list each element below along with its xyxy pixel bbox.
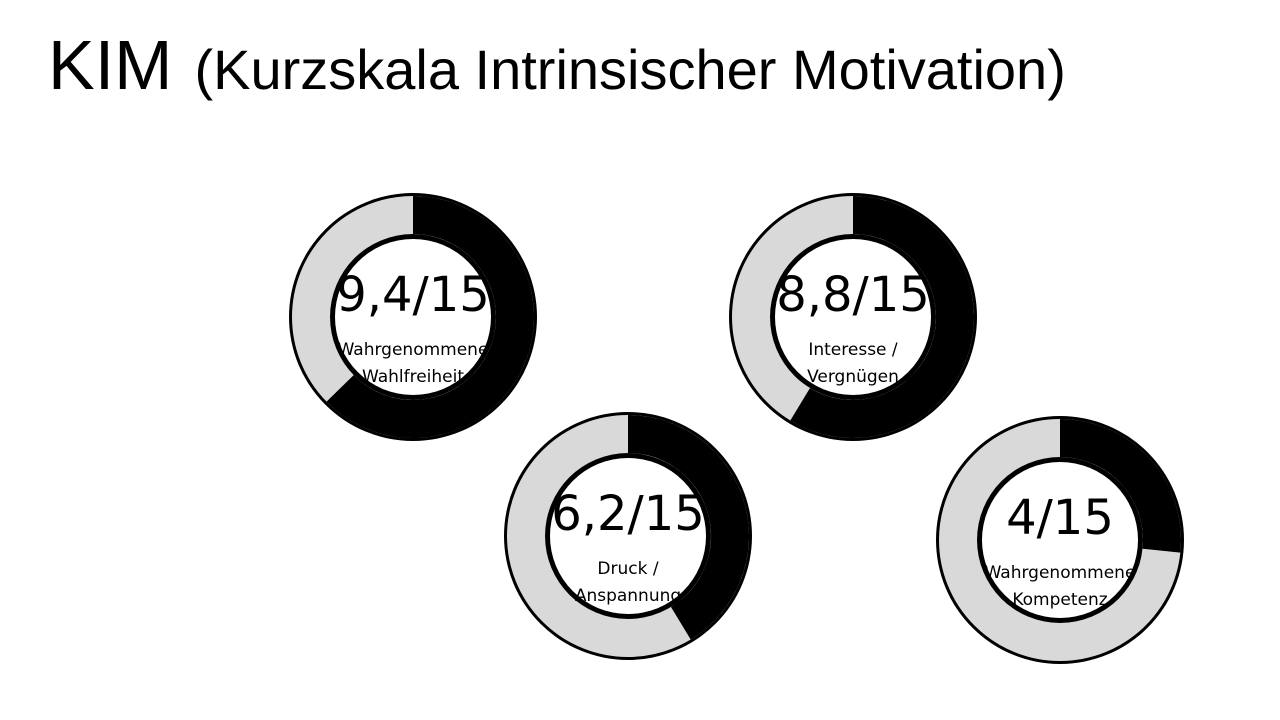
donut-chart: 4/15 Wahrgenommene Kompetenz [936,416,1184,664]
donut-category-label: Interesse / [808,340,898,360]
donut-category-label: Anspannung [575,586,681,606]
donut-value-label: 6,2/15 [551,486,705,542]
donut-value-label: 4/15 [1006,490,1114,546]
donut-category-label: Wahrgenommene [985,563,1136,583]
donut-value-label: 9,4/15 [336,267,490,323]
donut-category-label: Wahrgenommene [338,340,489,360]
donut-category-label: Vergnügen [807,367,899,387]
donut-chart: 8,8/15 Interesse / Vergnügen [729,193,977,441]
donut-chart: 9,4/15 Wahrgenommene Wahlfreiheit [289,193,537,441]
donut-category-label: Druck / [597,559,658,579]
donut-value-label: 8,8/15 [776,267,930,323]
donut-chart: 6,2/15 Druck / Anspannung [504,412,752,660]
donut-category-label: Wahlfreiheit [362,367,464,387]
donut-category-label: Kompetenz [1012,590,1107,610]
